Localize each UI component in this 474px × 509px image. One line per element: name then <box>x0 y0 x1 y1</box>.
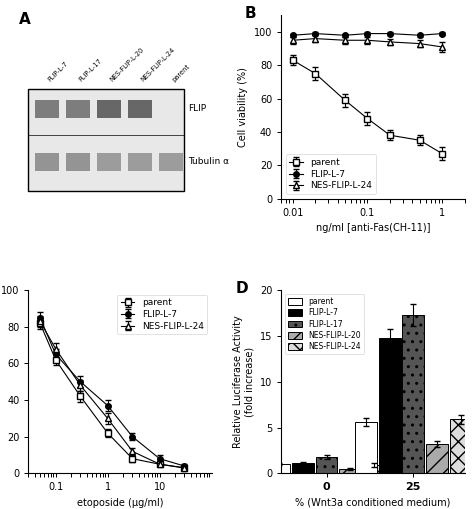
Bar <box>379 338 401 473</box>
Text: A: A <box>19 12 31 26</box>
Y-axis label: Cell viability (%): Cell viability (%) <box>238 67 248 147</box>
Bar <box>316 457 337 473</box>
Text: parent: parent <box>172 63 191 83</box>
Text: FLIP: FLIP <box>188 104 206 113</box>
Bar <box>97 153 121 171</box>
X-axis label: % (Wnt3a conditioned medium): % (Wnt3a conditioned medium) <box>295 498 451 508</box>
Legend: parent, FLIP-L-7, FLIP-L-17, NES-FLIP-L-20, NES-FLIP-L-24: parent, FLIP-L-7, FLIP-L-17, NES-FLIP-L-… <box>285 294 364 354</box>
Y-axis label: Relative Luciferase Activity
(fold increase): Relative Luciferase Activity (fold incre… <box>233 316 255 448</box>
Text: FLIP-L-7: FLIP-L-7 <box>47 61 69 83</box>
Text: D: D <box>236 281 248 296</box>
Bar <box>66 100 90 118</box>
Text: NES-FLIP-L-20: NES-FLIP-L-20 <box>109 47 146 83</box>
Bar <box>363 465 385 473</box>
Legend: parent, FLIP-L-7, NES-FLIP-L-24: parent, FLIP-L-7, NES-FLIP-L-24 <box>286 154 376 194</box>
Text: NES-FLIP-L-24: NES-FLIP-L-24 <box>140 47 176 83</box>
Bar <box>355 422 377 473</box>
X-axis label: etoposide (μg/ml): etoposide (μg/ml) <box>77 498 164 508</box>
Text: B: B <box>245 6 256 21</box>
Text: Tubulin α: Tubulin α <box>188 157 229 166</box>
Bar <box>128 100 152 118</box>
Bar <box>128 153 152 171</box>
Bar <box>28 89 184 191</box>
Bar <box>426 444 448 473</box>
Bar <box>35 153 59 171</box>
Bar <box>35 100 59 118</box>
Text: FLIP-L-17: FLIP-L-17 <box>78 58 103 83</box>
X-axis label: ng/ml [anti-Fas(CH-11)]: ng/ml [anti-Fas(CH-11)] <box>316 223 430 233</box>
Bar <box>292 463 314 473</box>
Bar <box>159 153 183 171</box>
Legend: parent, FLIP-L-7, NES-FLIP-L-24: parent, FLIP-L-7, NES-FLIP-L-24 <box>117 295 207 334</box>
Bar <box>339 469 361 473</box>
Bar <box>97 100 121 118</box>
Bar <box>402 315 424 473</box>
Bar <box>450 419 472 473</box>
Bar <box>66 153 90 171</box>
Bar <box>268 464 290 473</box>
